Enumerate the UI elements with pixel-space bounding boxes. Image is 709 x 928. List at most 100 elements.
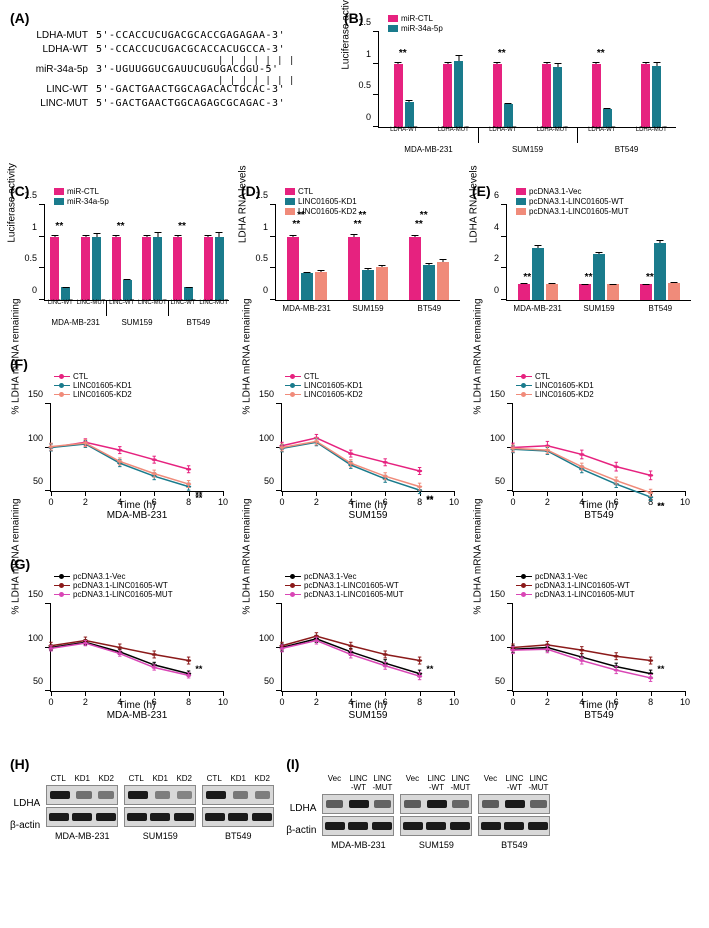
blot-band bbox=[150, 813, 170, 821]
bar-subgroup: **LDHA-WT bbox=[379, 32, 429, 127]
bar bbox=[153, 237, 162, 300]
y-tick-label: 50 bbox=[264, 476, 274, 486]
y-axis-label: Luciferase activity bbox=[341, 0, 352, 70]
bar-subgroup: LINC-MUT bbox=[198, 205, 229, 300]
y-tick-label: 0 bbox=[494, 285, 499, 295]
y-tick-label: 0 bbox=[366, 112, 371, 122]
panel-i: (I) LDHAβ-actinVecLINC -WTLINC -MUTMDA-M… bbox=[286, 756, 550, 850]
panel-c-chart: Luciferase activity00.511.5**LINC-WTLINC… bbox=[14, 201, 233, 321]
legend-item: miR-34a-5p bbox=[54, 197, 109, 206]
bar bbox=[301, 273, 313, 300]
cell-line-label: SUM159 bbox=[349, 510, 388, 521]
legend-label: pcDNA3.1-Vec bbox=[73, 572, 125, 581]
legend-item: miR-34a-5p bbox=[388, 24, 443, 33]
line-plot: 501001500246810**Time (h)BT549 bbox=[512, 604, 685, 692]
x-tick-label: 8 bbox=[648, 697, 653, 707]
lane-label: CTL bbox=[47, 774, 69, 783]
x-tick-label: 0 bbox=[279, 697, 284, 707]
y-tick-label: 2 bbox=[494, 253, 499, 263]
y-tick-label: 0.5 bbox=[24, 253, 37, 263]
sig-marker: ** bbox=[178, 221, 186, 232]
bar-subgroup: **LDHA-WT bbox=[478, 32, 528, 127]
blot-band-row bbox=[124, 807, 196, 827]
y-tick-label: 50 bbox=[495, 476, 505, 486]
seq-row: LDHA-MUT5'-CCACCUCUGACGCACCGAGAGAA-3' bbox=[18, 30, 332, 41]
bar: **** bbox=[287, 237, 299, 300]
legend-item: CTL bbox=[285, 187, 357, 196]
blot-lane-labels: CTLKD1KD2 bbox=[47, 774, 117, 783]
legend-label: LINC01605-KD2 bbox=[535, 390, 594, 399]
y-tick-label: 150 bbox=[490, 589, 505, 599]
blot-band bbox=[372, 822, 392, 830]
blot-band bbox=[96, 813, 116, 821]
seq-text: 5'-CCACCUCUGACGCACCACUGCCA-3' bbox=[96, 44, 285, 55]
y-axis-label: Luciferase activity bbox=[7, 163, 18, 242]
y-tick-label: 1 bbox=[366, 49, 371, 59]
cell-line-label: SUM159 bbox=[349, 710, 388, 721]
legend-label: LINC01605-KD2 bbox=[73, 390, 132, 399]
blot-band-row bbox=[124, 785, 196, 805]
cell-line-label: MDA-MB-231 bbox=[55, 831, 110, 841]
legend-label: pcDNA3.1-Vec bbox=[535, 572, 587, 581]
blot-band bbox=[206, 791, 226, 799]
blot-band-row bbox=[400, 794, 472, 814]
sig-marker: ** bbox=[498, 48, 506, 59]
y-tick-label: 6 bbox=[494, 190, 499, 200]
blot-band bbox=[374, 800, 391, 808]
bar bbox=[215, 237, 224, 300]
lane-label: LINC -WT bbox=[503, 774, 525, 792]
line-panel: % LDHA mRNA remainingpcDNA3.1-VecpcDNA3.… bbox=[241, 556, 468, 746]
x-tick-label: LDHA-MUT bbox=[438, 127, 469, 133]
legend-item: LINC01605-KD1 bbox=[285, 197, 357, 206]
bar-group: ****BT549 bbox=[399, 205, 460, 300]
blot-band bbox=[127, 813, 147, 821]
y-tick-label: 100 bbox=[259, 633, 274, 643]
bar-subgroup: **LINC-WT bbox=[168, 205, 199, 300]
bar bbox=[204, 237, 213, 300]
line-panel: % LDHA mRNA remainingCTLLINC01605-KD1LIN… bbox=[472, 356, 699, 546]
line-panel: % LDHA mRNA remainingpcDNA3.1-VecpcDNA3.… bbox=[472, 556, 699, 746]
blot-row-label: β-actin bbox=[286, 819, 316, 841]
lane-label: Vec bbox=[323, 774, 345, 792]
line-plot: 501001500246810****Time (h)BT549 bbox=[512, 404, 685, 492]
blot-cell: VecLINC -WTLINC -MUTMDA-MB-231 bbox=[322, 774, 394, 850]
blot-band bbox=[205, 813, 225, 821]
x-tick-label: 2 bbox=[314, 697, 319, 707]
y-tick-label: 0 bbox=[32, 285, 37, 295]
bar-subgroup: **LINC-WT bbox=[45, 205, 76, 300]
blot-band bbox=[349, 800, 369, 808]
plot-area: 00.511.5**LINC-WTLINC-MUT**LINC-WTLINC-M… bbox=[44, 205, 229, 301]
x-tick-label: 10 bbox=[449, 497, 459, 507]
blot-row-label: LDHA bbox=[10, 793, 40, 815]
x-tick-label: 10 bbox=[449, 697, 459, 707]
bar bbox=[454, 61, 463, 128]
plot-area: 0246**MDA-MB-231**SUM159**BT549 bbox=[506, 205, 691, 301]
line-legend: CTLLINC01605-KD1LINC01605-KD2 bbox=[54, 372, 132, 399]
x-tick-label: LINC-WT bbox=[109, 300, 134, 306]
blot-band-row bbox=[478, 816, 550, 836]
blot-band bbox=[98, 791, 114, 799]
x-tick-label: 0 bbox=[510, 697, 515, 707]
cell-line-label: SUM159 bbox=[143, 831, 178, 841]
sig-marker: ** bbox=[657, 664, 664, 674]
y-tick-label: 150 bbox=[259, 589, 274, 599]
legend-item: pcDNA3.1-Vec bbox=[516, 572, 635, 581]
seq-text: 3'-UGUUGGUCGAUUCUGUGACGGU-5' bbox=[96, 64, 279, 75]
bar-subgroup: **LDHA-WT bbox=[577, 32, 627, 127]
blot-band bbox=[504, 822, 524, 830]
seq-row: LDHA-WT5'-CCACCUCUGACGCACCACUGCCA-3' bbox=[18, 44, 332, 55]
y-axis-label: LDHA RNA levels bbox=[469, 165, 480, 243]
x-tick-label: LINC-WT bbox=[48, 300, 73, 306]
plot-area: 00.511.5****MDA-MB-231****SUM159****BT54… bbox=[275, 205, 460, 301]
blot-lane-labels: CTLKD1KD2 bbox=[203, 774, 273, 783]
lane-label: CTL bbox=[125, 774, 147, 783]
legend: CTLLINC01605-KD1LINC01605-KD2 bbox=[285, 187, 357, 217]
legend-item: pcDNA3.1-LINC01605-WT bbox=[516, 581, 635, 590]
sig-marker: ** bbox=[55, 221, 63, 232]
legend-item: CTL bbox=[285, 372, 363, 381]
y-axis-label: % LDHA mRNA remaining bbox=[11, 298, 22, 414]
blot-band bbox=[426, 822, 446, 830]
plot-area: 00.511.5**LDHA-WTLDHA-MUT**LDHA-WTLDHA-M… bbox=[378, 32, 676, 128]
blot-row-labels: LDHAβ-actin bbox=[10, 779, 40, 837]
x-tick-label: LINC-MUT bbox=[138, 300, 167, 306]
